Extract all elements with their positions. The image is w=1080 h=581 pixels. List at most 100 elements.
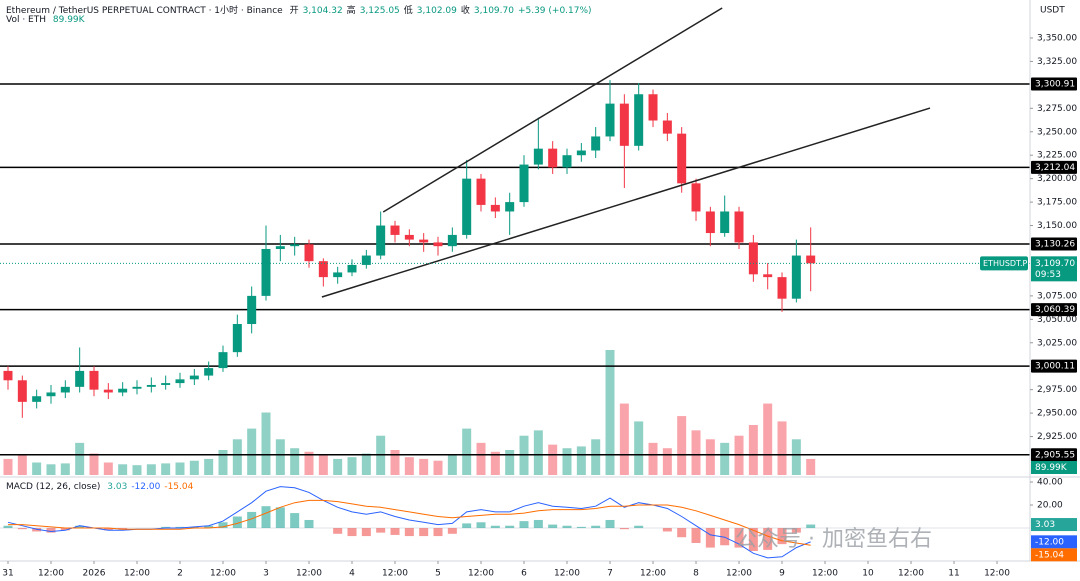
level-label: 3,130.26 [1035,240,1075,250]
volume-bar [75,442,85,475]
ohlc-value: 3,104.32 [302,6,343,16]
x-tick-label: 12:00 [640,569,666,579]
macd-value-box [1031,535,1077,549]
candle-body [763,274,773,278]
symbol-header: Ethereum / TetherUS PERPETUAL CONTRACT ·… [6,3,596,16]
candle-body [103,389,113,393]
candle-body [218,352,228,369]
y-tick-label: 2,925.00 [1037,432,1077,442]
watermark: 公众号 · 加密鱼右右 [735,527,932,552]
y-tick-label: 20.00 [1037,501,1063,511]
x-tick-label: 12:00 [898,569,924,579]
level-label: 3,000.11 [1035,362,1075,372]
candle-body [3,370,13,381]
macd-histogram-bar [247,511,257,529]
macd-histogram-bar [333,528,343,534]
macd-histogram-bar [347,528,357,537]
candle-body [634,94,644,146]
macd-histogram-bar [261,506,271,529]
candle-body [161,383,171,385]
candle-body [89,370,99,390]
candle-body [17,380,27,402]
volume-bar [691,430,701,475]
macd-histogram-bar [376,528,386,533]
volume-bar [218,450,228,475]
candle-body [290,244,300,247]
volume-header: Vol · ETH 89.99K [6,15,89,25]
volume-bar [505,450,515,475]
candle-body [576,150,586,156]
x-tick-label: 12:00 [812,569,838,579]
volume-bar [290,448,300,475]
volume-bar [103,462,113,475]
volume-box [1031,461,1077,474]
candle-body [175,379,185,384]
level-label: 3,300.91 [1035,80,1075,90]
candle-body [519,164,529,203]
price-axis-panel [1030,0,1080,581]
candle-body [419,239,429,243]
macd-histogram-bar [619,528,629,530]
macd-value: 3.03 [107,482,128,492]
macd-value-label: 3.03 [1035,520,1055,530]
x-tick-label: 3 [263,569,269,579]
macd-histogram-bar [763,528,773,550]
candle-body [247,295,257,325]
candle-body [447,234,457,247]
macd-title: MACD (12, 26, close) [6,482,101,492]
macd-histogram-bar [275,507,285,529]
volume-label: Vol · ETH [6,15,46,25]
candle-body [490,204,500,212]
volume-bar [17,455,27,475]
level-label-box [1031,359,1077,373]
macd-histogram-bar [32,528,42,532]
volume-label: 89.99K [1035,463,1068,473]
macd-histogram-bar [462,523,472,529]
candle-body [46,392,56,397]
macd-histogram-bar [419,528,429,537]
macd-histogram-bar [304,519,314,529]
volume-bar [261,412,271,475]
trendline [321,107,931,298]
candle-body [505,202,515,212]
price-change: +5.39 (+0.17%) [517,6,592,16]
candle-body [562,155,572,168]
volume-bar [161,463,171,475]
volume-bar [275,439,285,475]
macd-histogram-bar [204,525,214,529]
level-label-box [1031,160,1077,174]
x-tick-label: 10 [862,569,874,579]
x-tick-label: 2 [177,569,183,579]
volume-bar [634,421,644,475]
candle-body [720,211,730,234]
macd-histogram-bar [218,522,228,529]
candle-body [533,148,543,165]
candle-body [275,246,285,249]
x-tick-label: 12:00 [210,569,236,579]
volume-bar [175,462,185,475]
volume-bar [533,430,543,475]
macd-histogram-bar [232,516,242,529]
x-tick-label: 12:00 [124,569,150,579]
volume-bar [619,403,629,475]
macd-histogram-bar [447,528,457,534]
level-label: 2,905.55 [1035,450,1075,460]
macd-histogram-bar [548,524,558,529]
macd-histogram-bar [505,525,515,529]
volume-bar [333,458,343,475]
x-tick-label: 31 [2,569,13,579]
candle-body [261,248,271,296]
symbol-label: ETHUSDT.P [983,259,1028,268]
macd-histogram-bar [161,526,171,529]
volume-bar [648,442,658,475]
y-tick-label: 3,075.00 [1037,291,1077,301]
macd-histogram-bar [562,525,572,529]
level-label-box [1031,77,1077,91]
last-price-box [1031,256,1077,282]
macd-histogram-bar [519,521,529,529]
volume-bar [347,457,357,475]
volume-bar [419,458,429,475]
volume-bar [32,462,42,475]
candle-body [462,178,472,235]
